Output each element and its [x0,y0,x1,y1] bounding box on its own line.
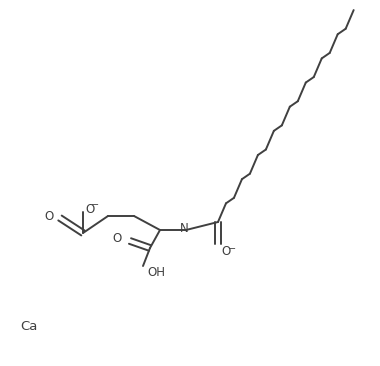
Text: N: N [180,222,188,235]
Text: O: O [85,202,95,216]
Text: −: − [91,201,99,210]
Text: OH: OH [147,266,166,279]
Text: O: O [112,232,122,244]
Text: −: − [228,244,236,254]
Text: Ca: Ca [20,320,37,333]
Text: O: O [222,245,231,258]
Text: O: O [44,210,53,223]
